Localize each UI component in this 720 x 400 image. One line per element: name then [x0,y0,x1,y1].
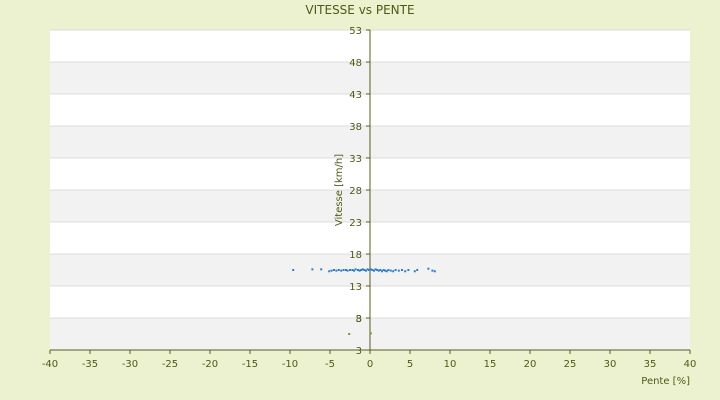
data-point [292,269,295,271]
data-point [354,268,357,271]
data-point [374,268,377,271]
data-point [373,269,375,272]
data-point [407,269,410,271]
x-tick-label: 25 [564,359,577,370]
x-tick-label: -40 [42,359,58,370]
data-point [328,270,331,273]
x-tick-label: 35 [644,359,657,370]
data-point [360,269,363,271]
data-point [377,269,380,272]
x-tick-label: 20 [524,359,537,370]
data-point [366,268,369,271]
data-point [330,269,333,272]
data-points [292,267,436,335]
data-point [335,269,338,272]
x-tick-label: 5 [407,359,413,370]
data-point [379,269,382,271]
data-point [357,269,359,271]
chart-title: VITESSE vs PENTE [305,3,414,17]
x-tick-label: 30 [604,359,617,370]
y-tick-label: 48 [349,58,362,69]
y-tick-label: 3 [356,314,362,325]
data-point [382,269,385,271]
data-point [416,269,419,271]
data-point [371,269,374,271]
data-point [381,270,383,273]
x-tick-label: -30 [122,359,138,370]
data-point [348,333,351,335]
data-point [387,269,390,271]
x-tick-label: -10 [282,359,298,370]
x-tick-label: 0 [367,359,373,370]
x-tick-label: -35 [82,359,98,370]
data-point [342,269,345,271]
data-point [311,268,314,271]
x-tick-labels: -40 -35 -30 -25 -20 -15 -10 -5 0 5 10 15 20 25 30 35 40 [42,350,697,370]
data-point [394,269,397,271]
data-point [389,269,392,272]
y-tick-label: 33 [349,154,362,165]
data-point [376,269,379,271]
x-tick-label: -15 [242,359,258,370]
data-point [353,269,355,272]
y-axis-label: Vitesse [km/h] [334,154,345,226]
data-point [346,269,349,272]
y-tick-label: 28 [349,186,362,197]
x-tick-label: -20 [202,359,218,370]
x-tick-label: 40 [684,359,697,370]
data-point [363,269,366,271]
data-point [368,269,371,271]
data-point [427,267,430,270]
data-point [351,269,354,271]
data-point [369,268,372,271]
y-tick-label: 8 [356,314,362,325]
y-tick-label: 38 [349,122,362,133]
x-tick-label: -25 [162,359,178,370]
data-point [413,270,416,273]
data-point [433,270,436,273]
x-tick-label: -5 [325,359,335,370]
data-point [397,269,400,272]
x-tick-label: 15 [484,359,497,370]
y-tick-label: 23 [349,218,362,229]
data-point [345,269,347,271]
data-point [337,269,340,271]
data-point [349,269,351,271]
data-point [320,268,323,271]
data-point [333,269,335,271]
data-point [361,268,364,271]
data-point [384,269,387,272]
data-point [369,332,372,335]
data-point [431,269,434,272]
y-tick-label: 43 [349,90,362,101]
data-point [404,270,407,273]
x-axis-label: Pente [%] [641,376,690,387]
y-tick-label: 13 [349,282,362,293]
data-point [385,270,388,273]
data-point [358,269,361,272]
data-point [401,269,403,271]
data-point [392,270,395,273]
y-tick-label: 18 [349,250,362,261]
x-tick-label: 10 [444,359,457,370]
data-point [365,269,367,272]
y-tick-label: 3 [356,346,362,357]
y-tick-label: 53 [349,26,362,37]
data-point [340,269,343,272]
